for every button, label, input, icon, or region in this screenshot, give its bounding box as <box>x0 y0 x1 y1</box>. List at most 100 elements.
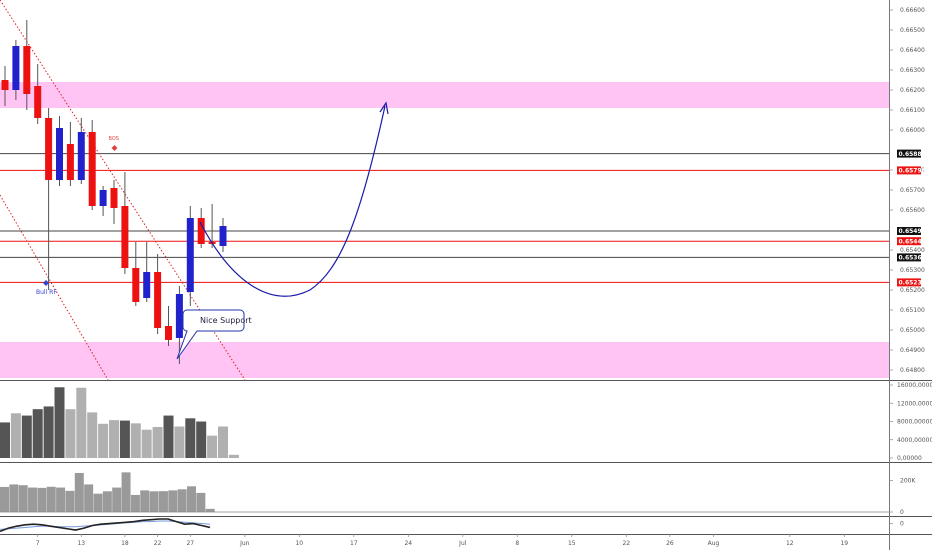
price-level-tag: 0.65363 <box>897 253 926 262</box>
candle[interactable] <box>186 206 194 306</box>
volume-bar <box>109 420 119 458</box>
volume-bar <box>207 435 218 458</box>
oscillator-bar <box>9 484 19 512</box>
trend-channel <box>0 0 246 381</box>
candle-body <box>23 46 31 94</box>
annotations-layer: BOS Bull RF Nice Support <box>36 136 252 360</box>
volume-bar <box>152 426 163 458</box>
nice-support-callout[interactable]: Nice Support <box>176 309 252 360</box>
candle-body <box>165 326 172 340</box>
candle-body <box>34 86 42 118</box>
oscillator-bar <box>205 508 215 512</box>
oscillator-axis-label: 0 <box>900 509 904 516</box>
oscillator-bar <box>130 494 140 512</box>
volume-axis-label: 16000,00000 <box>897 382 932 389</box>
candle[interactable] <box>34 64 42 124</box>
candle[interactable] <box>23 20 31 110</box>
candle[interactable] <box>121 172 129 274</box>
candle-body <box>197 218 205 244</box>
callout-bubble <box>176 309 245 360</box>
candle-body <box>77 132 85 180</box>
bull-rf-label: Bull RF <box>36 289 57 296</box>
price-level-tag-text: 0.65363 <box>899 255 926 262</box>
candle[interactable] <box>88 120 96 210</box>
price-level-tag: 0.65882 <box>897 149 926 158</box>
price-axis-label: 0.65200 <box>900 287 925 294</box>
volume-pane[interactable] <box>0 387 239 458</box>
oscillator-bar <box>74 472 84 512</box>
candle[interactable] <box>197 208 205 248</box>
supply-demand-zone <box>0 342 889 378</box>
volume-bar <box>0 422 10 458</box>
price-level-tag-bg <box>897 237 921 246</box>
date-axis-label: 10 <box>295 540 303 547</box>
volume-bar <box>43 406 54 458</box>
oscillator-bar <box>18 485 28 512</box>
date-axis-label: 15 <box>568 540 576 547</box>
price-pane[interactable] <box>0 0 889 380</box>
indicator-pane[interactable] <box>0 518 211 533</box>
date-axis-label: 7 <box>36 540 40 547</box>
volume-bar <box>141 429 152 458</box>
oscillator-bar <box>28 487 38 512</box>
candle-body <box>66 144 74 180</box>
price-axis[interactable]: 0.66600 0.66500 0.66400 0.66300 0.66200 0.661… <box>889 7 925 374</box>
candle[interactable] <box>45 108 53 290</box>
date-axis-label: Jun <box>239 540 250 547</box>
price-level-tag-text: 0.65798 <box>899 168 926 175</box>
price-level-tag-text: 0.65238 <box>899 280 926 287</box>
candle-body <box>56 128 63 180</box>
indicator-main-line <box>0 518 211 533</box>
price-level-tag: 0.65495 <box>897 227 926 235</box>
date-axis-label: 8 <box>515 540 519 547</box>
candle-body <box>88 132 96 206</box>
volume-bar <box>76 387 87 458</box>
candle[interactable] <box>66 122 74 186</box>
date-axis-label: 13 <box>77 540 85 547</box>
date-axis[interactable]: 7 13 18 22 27 Jun 10 17 24 Jul 8 15 22 26 Aug 12 19 <box>36 534 849 547</box>
oscillator-bar <box>0 486 9 512</box>
channel-lower-line <box>0 194 109 381</box>
candle[interactable] <box>165 306 172 346</box>
candle[interactable] <box>219 218 227 252</box>
candle[interactable] <box>77 118 85 184</box>
candle-body <box>110 188 118 208</box>
projection-arrow <box>199 101 389 297</box>
callout-text: Nice Support <box>200 316 252 325</box>
candle[interactable] <box>12 40 20 100</box>
volume-axis-label: 0,00000 <box>897 455 922 462</box>
date-axis-label: 12 <box>786 540 794 547</box>
candles-layer[interactable] <box>1 20 227 364</box>
oscillator-bar <box>187 486 196 512</box>
price-axis-label: 0.66600 <box>900 7 925 14</box>
volume-axis: 16000,00000 12000,00000 8000,00000 4000,000… <box>889 382 932 462</box>
volume-axis-label: 8000,00000 <box>897 419 932 426</box>
price-level-tag-bg <box>897 166 921 175</box>
volume-bar <box>218 426 228 458</box>
volume-bar <box>185 418 196 458</box>
volume-bar <box>65 409 76 458</box>
price-level-tag: 0.65798 <box>897 166 926 175</box>
candle[interactable] <box>110 180 118 224</box>
candle[interactable] <box>1 66 9 106</box>
oscillator-pane[interactable] <box>0 472 889 513</box>
price-axis-label: 0.66400 <box>900 47 925 54</box>
price-axis-label: 0.64800 <box>900 367 925 374</box>
candle[interactable] <box>56 116 63 186</box>
volume-bar <box>54 387 65 458</box>
candle[interactable] <box>154 254 162 334</box>
volume-axis-label: 4000,00000 <box>897 437 932 444</box>
candle[interactable] <box>99 186 107 216</box>
volume-bar <box>174 426 185 458</box>
candle[interactable] <box>132 242 140 306</box>
oscillator-bar <box>56 487 66 512</box>
volume-bar <box>32 409 43 458</box>
candle[interactable] <box>143 242 151 302</box>
oscillator-bar <box>121 472 131 512</box>
projection-curve <box>199 105 386 297</box>
oscillator-bar <box>149 491 159 512</box>
oscillator-axis-label: 200K <box>900 478 916 485</box>
volume-bar <box>87 412 98 458</box>
price-level-tag-bg <box>897 278 921 287</box>
